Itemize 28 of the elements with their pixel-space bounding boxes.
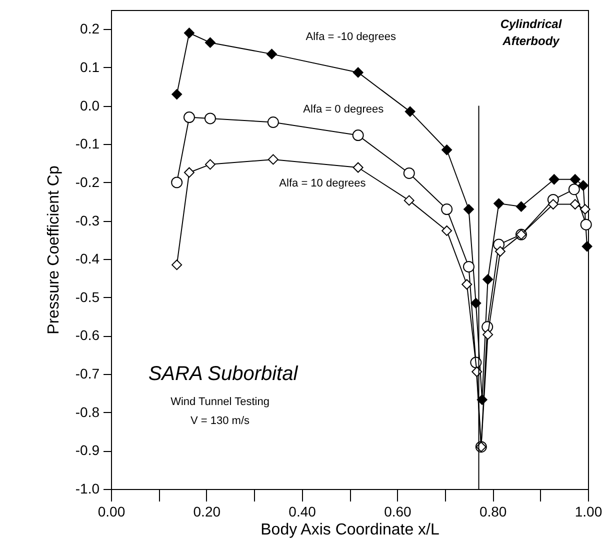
y-tick-label: 0.1 — [80, 58, 100, 75]
y-tick-label: -0.4 — [75, 250, 100, 267]
x-tick-label: 0.60 — [384, 504, 412, 520]
series-label: Alfa = -10 degrees — [306, 31, 396, 44]
x-tick-label: 0.00 — [98, 504, 126, 520]
y-tick-label: -0.6 — [75, 327, 100, 344]
y-tick-label: -0.8 — [75, 404, 100, 420]
y-tick-label: -0.9 — [75, 442, 100, 458]
y-tick-label: -0.1 — [75, 136, 100, 152]
annotation: SARA Suborbital — [148, 363, 298, 385]
series-label: Alfa = 0 degrees — [303, 103, 384, 116]
series-label: Alfa = 10 degrees — [279, 177, 366, 190]
x-tick-label: 0.40 — [288, 504, 316, 520]
x-axis-title: Body Axis Coordinate x/L — [260, 522, 440, 538]
x-tick-label: 1.00 — [574, 504, 602, 520]
y-tick-label: -0.2 — [75, 174, 100, 190]
y-tick-label: -0.5 — [75, 288, 100, 305]
x-tick-label: 0.20 — [193, 504, 221, 520]
y-tick-label: -0.3 — [75, 212, 100, 228]
y-tick-label: -1.0 — [75, 480, 100, 496]
y-axis-title: Pressure Coefficient Cp — [45, 166, 62, 334]
annotation: Cylindrical Afterbody — [500, 17, 562, 48]
y-tick-label: 0.2 — [80, 20, 100, 37]
annotation: Wind Tunnel Testing — [170, 396, 270, 408]
annotation: V = 130 m/s — [190, 415, 250, 427]
y-tick-label: 0.0 — [80, 97, 100, 114]
y-tick-label: -0.7 — [75, 366, 100, 382]
x-tick-label: 0.80 — [479, 504, 507, 520]
